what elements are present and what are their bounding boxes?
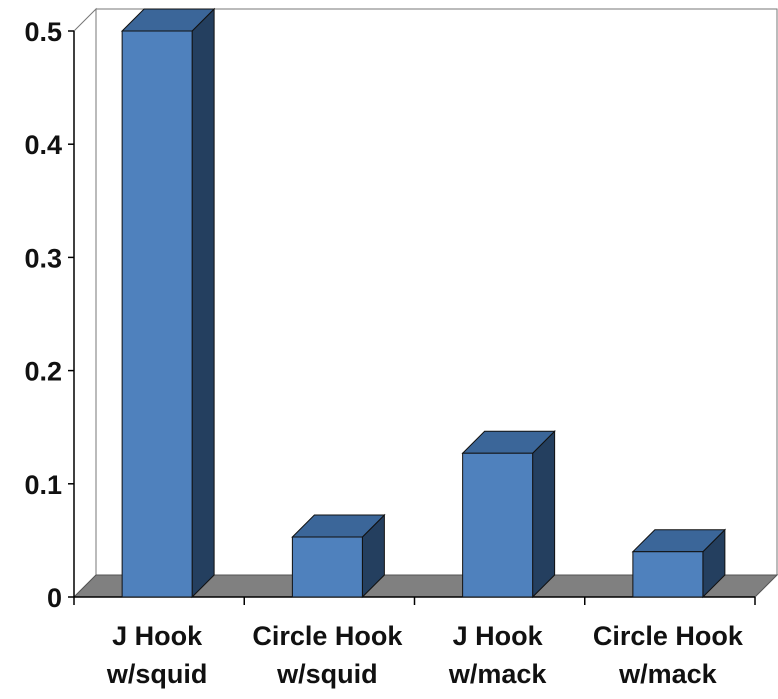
- x-category-label-line: J Hook: [453, 621, 544, 651]
- x-category-label: J Hook w/mack: [448, 621, 548, 689]
- x-category-label-line: w/squid: [276, 659, 378, 689]
- bar: [291, 513, 386, 599]
- bar-side-face: [191, 7, 215, 599]
- y-tick-label: 0.2: [24, 357, 62, 387]
- x-category-label-line: w/mack: [448, 659, 548, 689]
- bar: [461, 430, 556, 599]
- x-category-label-line: w/mack: [618, 659, 718, 689]
- y-axis-ticks: 0 0.1 0.2 0.3 0.4 0.5: [24, 17, 74, 613]
- bar-front-face: [291, 536, 363, 598]
- y-tick-label: 0.1: [24, 470, 62, 500]
- x-category-label: Circle Hook w/squid: [252, 621, 403, 689]
- y-tick-label: 0.4: [24, 130, 62, 160]
- x-category-label-line: J Hook: [112, 621, 203, 651]
- bar: [631, 528, 727, 599]
- x-category-label: J Hook w/squid: [106, 621, 208, 689]
- x-category-label-line: Circle Hook: [593, 621, 744, 651]
- bars: [120, 7, 727, 599]
- side-wall: [73, 7, 97, 599]
- bar: [120, 7, 216, 599]
- x-category-label: Circle Hook w/mack: [593, 621, 744, 689]
- bar-front-face: [121, 30, 193, 598]
- bar-front-face: [462, 452, 534, 598]
- bar-front-face: [632, 551, 704, 598]
- bar-side-face: [532, 430, 556, 599]
- x-axis-labels: J Hook w/squid Circle Hook w/squid J Hook w/m…: [73, 597, 756, 689]
- y-tick-label: 0: [47, 583, 62, 613]
- y-tick-label: 0.3: [24, 243, 62, 273]
- x-category-label-line: w/squid: [106, 659, 208, 689]
- x-category-label-line: Circle Hook: [252, 621, 403, 651]
- y-tick-label: 0.5: [24, 17, 62, 47]
- plot-area: [72, 7, 778, 599]
